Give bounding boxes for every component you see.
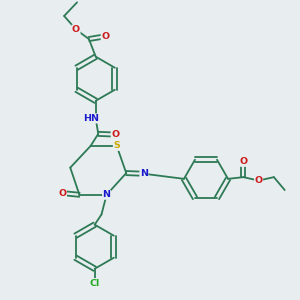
Text: O: O bbox=[254, 176, 262, 185]
Text: S: S bbox=[113, 141, 120, 150]
Text: O: O bbox=[239, 158, 247, 166]
Text: HN: HN bbox=[83, 114, 99, 123]
Text: N: N bbox=[140, 169, 148, 178]
Text: N: N bbox=[103, 190, 111, 199]
Text: Cl: Cl bbox=[90, 278, 100, 287]
Text: O: O bbox=[58, 189, 67, 198]
Text: O: O bbox=[72, 25, 80, 34]
Text: O: O bbox=[111, 130, 119, 139]
Text: O: O bbox=[101, 32, 109, 41]
